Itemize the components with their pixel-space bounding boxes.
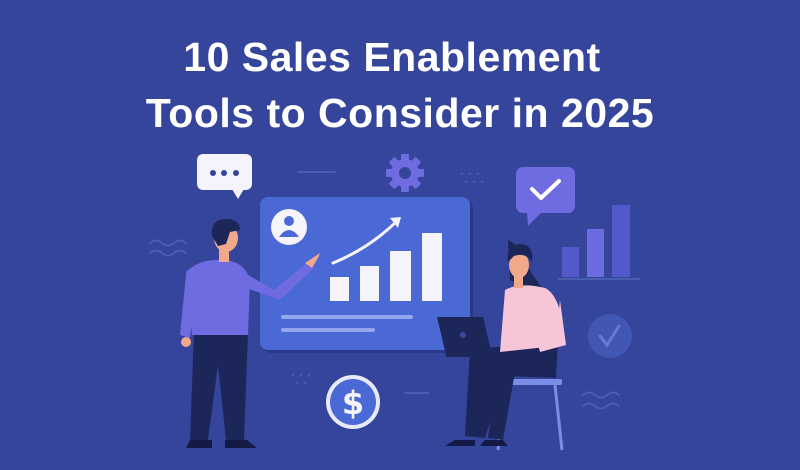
chat-bubble-icon [197,154,252,199]
bar-chart-icon [558,205,640,280]
decor [149,171,620,410]
headline-line-2: Tools to Consider in 2025 [145,90,655,136]
trend-arrow-icon [331,217,401,265]
headline-line-1: 10 Sales Enablement [183,34,601,80]
man-figure [180,218,320,448]
dot-grid [291,172,484,385]
check-circle-icon [588,314,632,358]
user-avatar-icon [271,209,307,245]
gear-icon [386,154,424,192]
check-bubble-icon [516,167,575,226]
board-bars [330,233,442,301]
laptop-icon [437,317,506,357]
dollar-coin-icon: $ [326,375,380,429]
woman-figure [437,240,566,451]
svg-text:$: $ [342,384,364,422]
presentation-board [260,197,473,353]
